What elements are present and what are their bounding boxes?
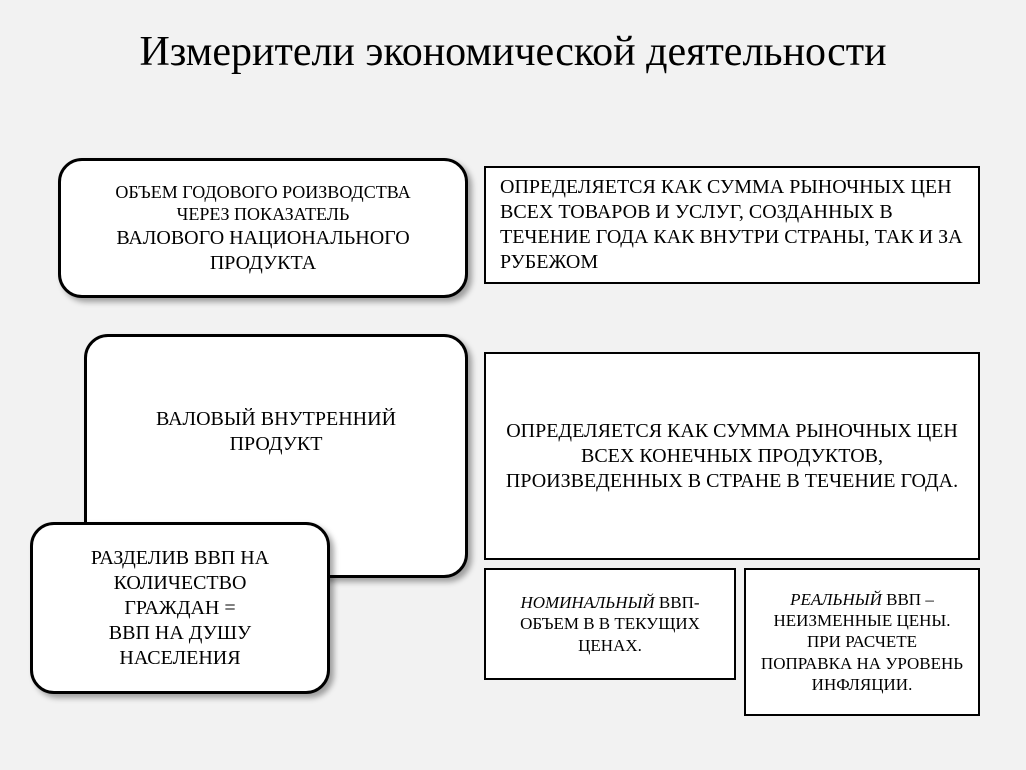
real-vvp-box: РЕАЛЬНЫЙ ВВП – НЕИЗМЕННЫЕ ЦЕНЫ. ПРИ РАСЧ… xyxy=(744,568,980,716)
vnp-line3: ВАЛОВОГО НАЦИОНАЛЬНОГО xyxy=(116,226,409,251)
vnp-definition-text: ОПРЕДЕЛЯЕТСЯ КАК СУММА РЫНОЧНЫХ ЦЕН ВСЕХ… xyxy=(500,175,964,275)
percap-line3: ГРАЖДАН = xyxy=(124,596,235,621)
page-title: Измерители экономической деятельности xyxy=(0,28,1026,76)
vnp-box: ОБЪЕМ ГОДОВОГО РОИЗВОДСТВА ЧЕРЕЗ ПОКАЗАТ… xyxy=(58,158,468,298)
vnp-definition-box: ОПРЕДЕЛЯЕТСЯ КАК СУММА РЫНОЧНЫХ ЦЕН ВСЕХ… xyxy=(484,166,980,284)
nominal-vvp-box: НОМИНАЛЬНЫЙ ВВП- ОБЪЕМ В В ТЕКУЩИХ ЦЕНАХ… xyxy=(484,568,736,680)
nominal-vvp-text: НОМИНАЛЬНЫЙ ВВП- ОБЪЕМ В В ТЕКУЩИХ ЦЕНАХ… xyxy=(500,592,720,656)
real-vvp-text: РЕАЛЬНЫЙ ВВП – НЕИЗМЕННЫЕ ЦЕНЫ. ПРИ РАСЧ… xyxy=(760,589,964,695)
vnp-line4: ПРОДУКТА xyxy=(210,251,316,276)
percap-line4: ВВП НА ДУШУ xyxy=(109,621,251,646)
percap-line2: КОЛИЧЕСТВО xyxy=(114,571,247,596)
vvp-definition-text: ОПРЕДЕЛЯЕТСЯ КАК СУММА РЫНОЧНЫХ ЦЕН ВСЕХ… xyxy=(502,419,962,494)
nominal-em: НОМИНАЛЬНЫЙ xyxy=(520,593,654,612)
vvp-per-capita-box: РАЗДЕЛИВ ВВП НА КОЛИЧЕСТВО ГРАЖДАН = ВВП… xyxy=(30,522,330,694)
real-em: РЕАЛЬНЫЙ xyxy=(790,590,882,609)
percap-line1: РАЗДЕЛИВ ВВП НА xyxy=(91,546,269,571)
vnp-line1: ОБЪЕМ ГОДОВОГО РОИЗВОДСТВА xyxy=(115,181,410,204)
vvp-label: ВАЛОВЫЙ ВНУТРЕННИЙ ПРОДУКТ xyxy=(136,407,416,457)
percap-line5: НАСЕЛЕНИЯ xyxy=(119,646,240,671)
vnp-line2: ЧЕРЕЗ ПОКАЗАТЕЛЬ xyxy=(177,203,350,226)
vvp-definition-box: ОПРЕДЕЛЯЕТСЯ КАК СУММА РЫНОЧНЫХ ЦЕН ВСЕХ… xyxy=(484,352,980,560)
